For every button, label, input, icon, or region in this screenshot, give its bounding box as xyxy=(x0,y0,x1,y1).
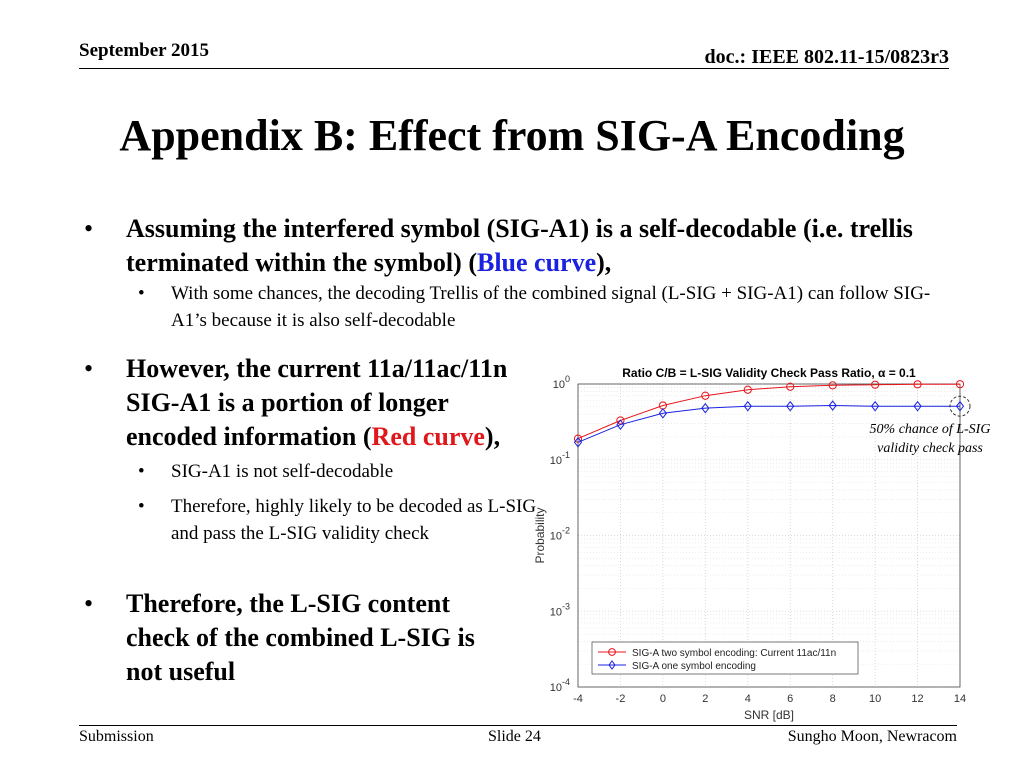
bullet-1-sub-text: With some chances, the decoding Trellis … xyxy=(171,283,931,331)
data-point xyxy=(913,380,922,389)
y-tick-label: 10-2 xyxy=(550,526,570,543)
bullet-2-sub-1-text: SIG-A1 is not self-decodable xyxy=(171,461,394,482)
red-curve-label: Red curve xyxy=(371,422,485,451)
bullet-dot: • xyxy=(84,214,94,243)
x-tick-label: -4 xyxy=(573,693,583,705)
data-point xyxy=(701,391,710,400)
data-point xyxy=(955,400,965,412)
data-point xyxy=(786,382,795,391)
data-point xyxy=(828,400,837,411)
bullet-2-line: • However, the current 11a/11ac/11n SIG-… xyxy=(84,352,544,454)
data-point xyxy=(786,400,795,412)
series-line-1 xyxy=(577,383,961,440)
legend-label: SIG-A one symbol encoding xyxy=(632,661,756,672)
data-point xyxy=(616,416,625,425)
data-point xyxy=(616,419,625,431)
y-tick-label: 100 xyxy=(553,374,570,391)
bullet-3-line: • Therefore, the L-SIG content check of … xyxy=(84,587,514,689)
data-point xyxy=(743,385,752,394)
legend-box xyxy=(591,641,859,675)
y-tick-label: 10-1 xyxy=(550,450,570,467)
bullet-1-text: Assuming the interfered symbol (SIG-A1) … xyxy=(126,214,913,277)
y-axis-label: Probability xyxy=(533,507,547,563)
data-point xyxy=(871,380,880,389)
data-point xyxy=(743,400,752,412)
highlight-circle xyxy=(949,395,971,417)
legend-marker xyxy=(608,660,616,670)
y-tick-label: 10-3 xyxy=(550,601,570,618)
x-tick-label: -2 xyxy=(616,693,626,705)
data-point xyxy=(701,402,710,414)
annotation-text: 50% chance of L-SIG validity check pass xyxy=(869,422,991,456)
x-tick-label: 10 xyxy=(869,693,881,705)
data-point xyxy=(870,400,880,412)
bullet-1-sub: • With some chances, the decoding Trelli… xyxy=(138,280,944,334)
footer-author: Sungho Moon, Newracom xyxy=(787,728,957,745)
bullet-2-sub-1: • SIG-A1 is not self-decodable xyxy=(138,458,544,485)
chart-title: Ratio C/B = L-SIG Validity Check Pass Ra… xyxy=(622,366,916,380)
footer-slide-number: Slide 24 xyxy=(488,728,541,745)
bullet-3: • Therefore, the L-SIG content check of … xyxy=(84,587,514,689)
x-tick-label: 0 xyxy=(660,693,666,705)
x-tick-label: 14 xyxy=(954,693,966,705)
data-point xyxy=(955,380,965,389)
data-point xyxy=(913,400,922,412)
legend-marker xyxy=(608,648,616,656)
bullet-1: • Assuming the interfered symbol (SIG-A1… xyxy=(84,212,944,334)
bullet-1-line: • Assuming the interfered symbol (SIG-A1… xyxy=(84,212,944,280)
slide-title: Appendix B: Effect from SIG-A Encoding xyxy=(119,111,905,160)
data-point xyxy=(828,381,837,390)
footer-rule xyxy=(79,725,957,726)
header-rule xyxy=(79,68,949,69)
header-date: September 2015 xyxy=(79,40,209,61)
x-tick-label: 12 xyxy=(911,693,923,705)
bullet-2-text: However, the current 11a/11ac/11n SIG-A1… xyxy=(126,354,508,451)
probability-chart: 100 10-1 10-2 10-3 10-4-4 -2 0 2 4 6 8 10 12 14 Ratio … xyxy=(533,366,971,722)
bullet-dot: • xyxy=(138,496,145,517)
bullet-2: • However, the current 11a/11ac/11n SIG-… xyxy=(84,352,544,547)
data-point xyxy=(658,408,668,419)
y-tick-label: 10-4 xyxy=(550,677,570,694)
bullet-2-sub-2: • Therefore, highly likely to be decoded… xyxy=(138,493,544,547)
x-tick-label: 8 xyxy=(830,693,836,705)
bullet-dot: • xyxy=(138,461,145,482)
bullet-2-sub-2-text: Therefore, highly likely to be decoded a… xyxy=(171,496,537,544)
legend-label: SIG-A two symbol encoding: Current 11ac/… xyxy=(632,648,836,659)
plot-frame xyxy=(577,383,961,688)
bullet-3-text: Therefore, the L-SIG content check of th… xyxy=(126,589,475,686)
x-axis-label: SNR [dB] xyxy=(744,708,794,722)
data-point xyxy=(573,436,583,448)
x-tick-label: 2 xyxy=(702,693,708,705)
header-doc-id: doc.: IEEE 802.11-15/0823r3 xyxy=(704,46,949,68)
bullet-dot: • xyxy=(138,283,145,304)
x-tick-label: 4 xyxy=(745,693,751,705)
footer-submission: Submission xyxy=(79,728,154,745)
series-line-2 xyxy=(577,404,960,443)
x-tick-label: 6 xyxy=(787,693,793,705)
bullet-dot: • xyxy=(84,589,94,618)
blue-curve-label: Blue curve xyxy=(476,248,597,277)
bullet-dot: • xyxy=(84,354,94,383)
